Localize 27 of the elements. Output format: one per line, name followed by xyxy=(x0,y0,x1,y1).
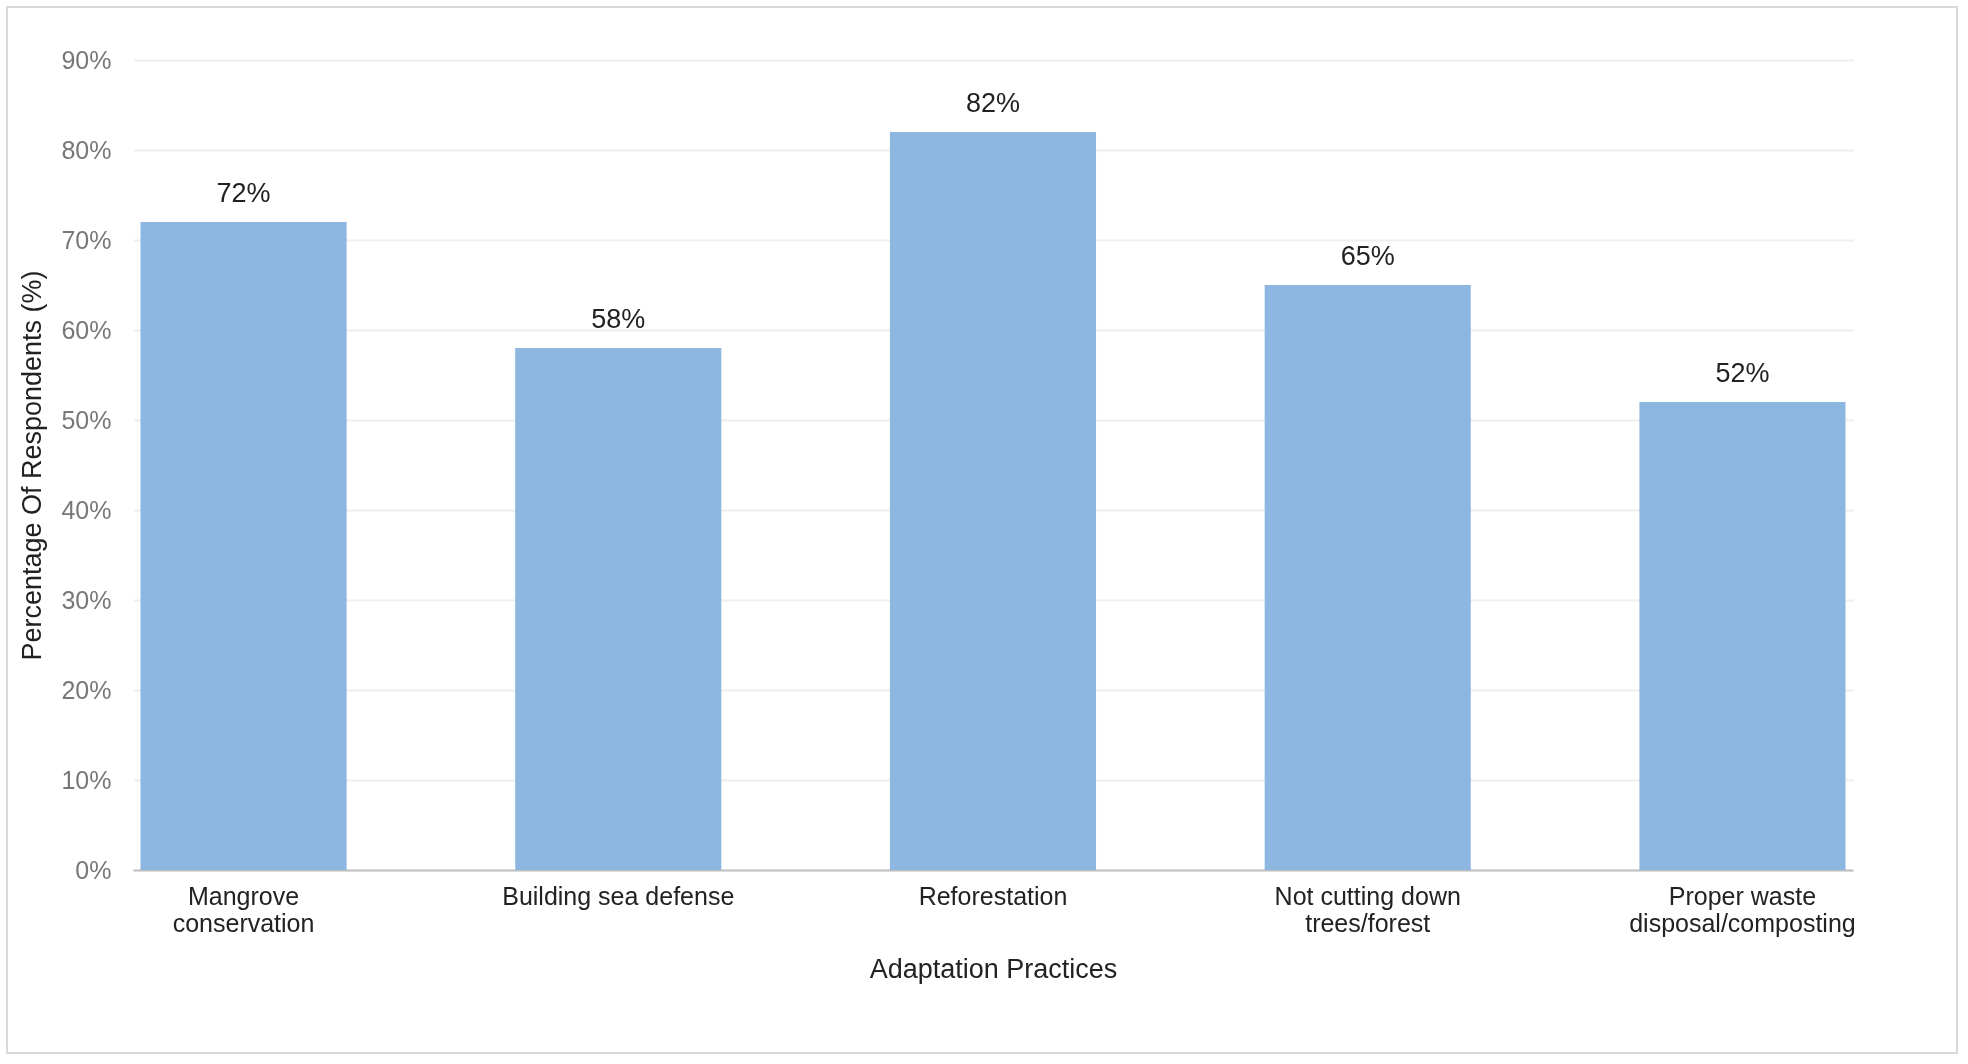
bar xyxy=(515,348,722,870)
y-tick-label: 80% xyxy=(61,135,112,164)
y-tick-label: 40% xyxy=(61,495,112,524)
x-axis-title: Adaptation Practices xyxy=(869,953,1118,984)
y-tick-label: 0% xyxy=(75,855,112,884)
bar xyxy=(1264,285,1471,870)
x-tick-label: Proper waste disposal/composting xyxy=(1629,881,1856,937)
y-tick-label: 30% xyxy=(61,585,112,614)
x-tick-label: Not cutting down trees/forest xyxy=(1274,881,1461,937)
y-tick-label: 70% xyxy=(61,225,112,254)
data-label: 65% xyxy=(1340,241,1395,271)
y-axis-title: Percentage Of Respondents (%) xyxy=(17,270,48,661)
y-tick-label: 60% xyxy=(61,315,112,344)
data-label: 72% xyxy=(216,178,271,208)
data-label: 82% xyxy=(965,88,1021,118)
x-tick-label: Reforestation xyxy=(918,881,1068,910)
bar xyxy=(140,222,347,870)
y-tick-label: 90% xyxy=(61,45,112,74)
bar xyxy=(889,132,1097,870)
data-label: 52% xyxy=(1715,358,1770,388)
bar xyxy=(1639,402,1846,870)
x-tick-label: Building sea defense xyxy=(502,881,735,910)
y-tick-label: 20% xyxy=(61,675,112,704)
y-tick-label: 50% xyxy=(61,405,112,434)
data-label: 58% xyxy=(591,304,646,334)
y-tick-label: 10% xyxy=(61,765,112,794)
x-tick-label: Mangrove conservation xyxy=(172,881,315,937)
